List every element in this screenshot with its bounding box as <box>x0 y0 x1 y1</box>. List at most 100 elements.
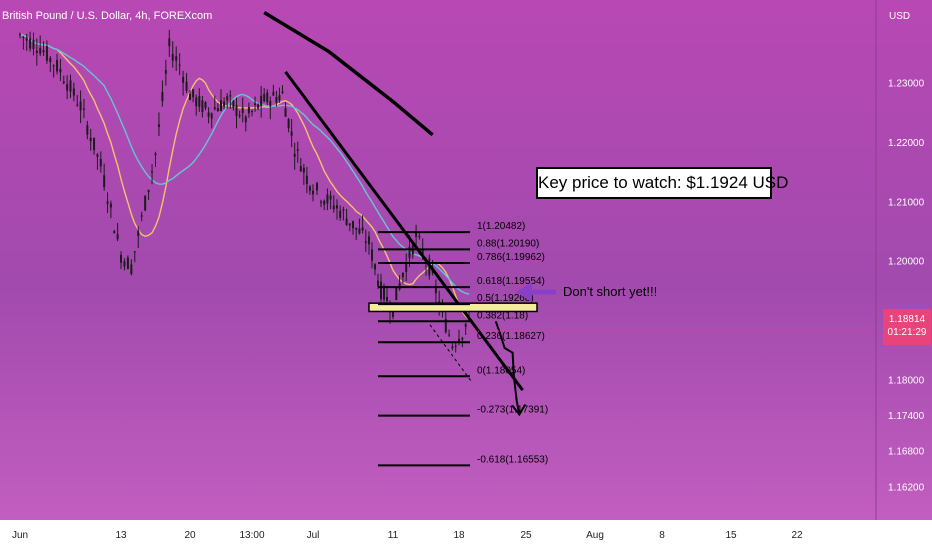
key-price-zone <box>368 302 538 313</box>
candle-body <box>329 195 332 200</box>
candle-body <box>421 248 424 256</box>
fib-level-label: 0(1.18054) <box>477 365 525 376</box>
candle-body <box>377 280 379 286</box>
candle-body <box>358 228 361 234</box>
fib-level-label: 0.5(1.19268) <box>477 293 534 304</box>
candle-body <box>204 102 207 109</box>
time-tick-label: 13:00 <box>239 530 264 541</box>
candle-body <box>305 175 308 184</box>
price-tick-label: 1.21000 <box>888 197 925 208</box>
candle-body <box>345 218 348 226</box>
candle-body <box>220 100 222 111</box>
candle-body <box>364 241 367 243</box>
key-price-callout[interactable]: Key price to watch: $1.1924 USD <box>536 167 788 199</box>
candle-body <box>185 81 188 91</box>
time-tick-label: 25 <box>520 530 532 541</box>
candle-body <box>411 242 414 255</box>
candle-body <box>269 101 272 107</box>
candle-body <box>355 227 358 230</box>
candle-body <box>290 131 293 136</box>
candle-body <box>147 189 150 193</box>
candle-body <box>275 97 278 103</box>
price-tick-label: 1.16200 <box>888 482 925 493</box>
candle-body <box>241 107 244 114</box>
candle-body <box>154 153 157 156</box>
candle-body <box>192 89 195 98</box>
candle-body <box>312 190 314 195</box>
candle-body <box>201 100 204 113</box>
candle-body <box>266 92 269 103</box>
candle-body <box>281 91 284 93</box>
candle-body <box>106 201 109 204</box>
candle-body <box>348 223 351 226</box>
candle-body <box>401 273 404 277</box>
candle-body <box>175 56 178 61</box>
fib-retracement[interactable]: 1(1.20482) 0.88(1.20190) 0.786(1.19962) 0.6… <box>368 221 548 467</box>
price-tick-label: 1.23000 <box>888 79 925 90</box>
candle-body <box>144 196 147 211</box>
candle-body <box>133 251 136 253</box>
candle-body <box>383 286 385 300</box>
candle-body <box>195 97 198 107</box>
dont-short-note[interactable]: Don't short yet!!! <box>563 284 658 299</box>
candle-body <box>247 106 250 114</box>
time-tick-label: 11 <box>388 530 399 541</box>
candle-body <box>182 76 185 83</box>
time-tick-label: Jul <box>307 530 320 541</box>
candle-body <box>458 338 460 343</box>
candle-body <box>244 116 247 123</box>
candle-body <box>251 111 253 113</box>
candle-body <box>342 209 345 211</box>
candle-body <box>72 88 75 96</box>
candle-body <box>263 93 266 102</box>
candle-body <box>434 286 437 294</box>
ma-slow-line <box>19 33 470 295</box>
candle-body <box>454 345 457 347</box>
candle-body <box>66 84 69 91</box>
candle-body <box>25 37 28 41</box>
price-tick-label: 1.20000 <box>888 257 925 268</box>
fib-level-label: 1(1.20482) <box>477 221 525 232</box>
trendlines[interactable] <box>263 10 524 392</box>
arrow-down-icon <box>511 403 527 417</box>
candle-body <box>93 137 96 151</box>
candle-body <box>29 38 32 49</box>
candle-body <box>405 262 408 273</box>
candle-body <box>52 65 55 67</box>
candle-body <box>113 230 116 234</box>
candle-body <box>32 39 35 50</box>
symbol-title[interactable]: British Pound / U.S. Dollar, 4h, FOREXco… <box>2 10 213 22</box>
candle-body <box>336 205 338 209</box>
candle-body <box>76 104 79 106</box>
candle-body <box>380 281 382 300</box>
candle-body <box>99 159 102 167</box>
candle-body <box>235 105 238 116</box>
candle-body <box>464 323 467 328</box>
candle-body <box>352 221 354 229</box>
candle-body <box>448 334 451 336</box>
fib-level-label: 0.786(1.19962) <box>477 252 545 263</box>
price-tick-label: 1.17400 <box>888 411 925 422</box>
candle-body <box>278 95 281 101</box>
time-tick-label: 13 <box>115 530 127 541</box>
current-price-value: 1.18814 <box>888 314 926 325</box>
candle-body <box>293 153 296 157</box>
candle-body <box>308 186 311 191</box>
candle-body <box>126 257 129 270</box>
price-tick-label: 1.18000 <box>888 375 925 386</box>
time-tick-label: 18 <box>453 530 465 541</box>
candle-body <box>130 264 133 275</box>
candle-body <box>79 101 82 111</box>
candle-body <box>284 108 287 117</box>
fib-level-label: 0.382(1.18) <box>477 310 528 321</box>
candle-body <box>299 166 302 172</box>
candlesticks <box>19 29 471 353</box>
time-axis[interactable]: Jun 13 20 13:00 Jul 11 18 25 Aug 8 15 22 <box>12 530 803 541</box>
candle-body <box>223 101 226 107</box>
candle-body <box>320 201 322 203</box>
candle-body <box>216 108 219 112</box>
fib-level-label: -0.273(1.17391) <box>477 405 548 416</box>
candle-body <box>140 215 143 217</box>
candle-body <box>296 149 299 151</box>
candle-body <box>238 114 241 117</box>
